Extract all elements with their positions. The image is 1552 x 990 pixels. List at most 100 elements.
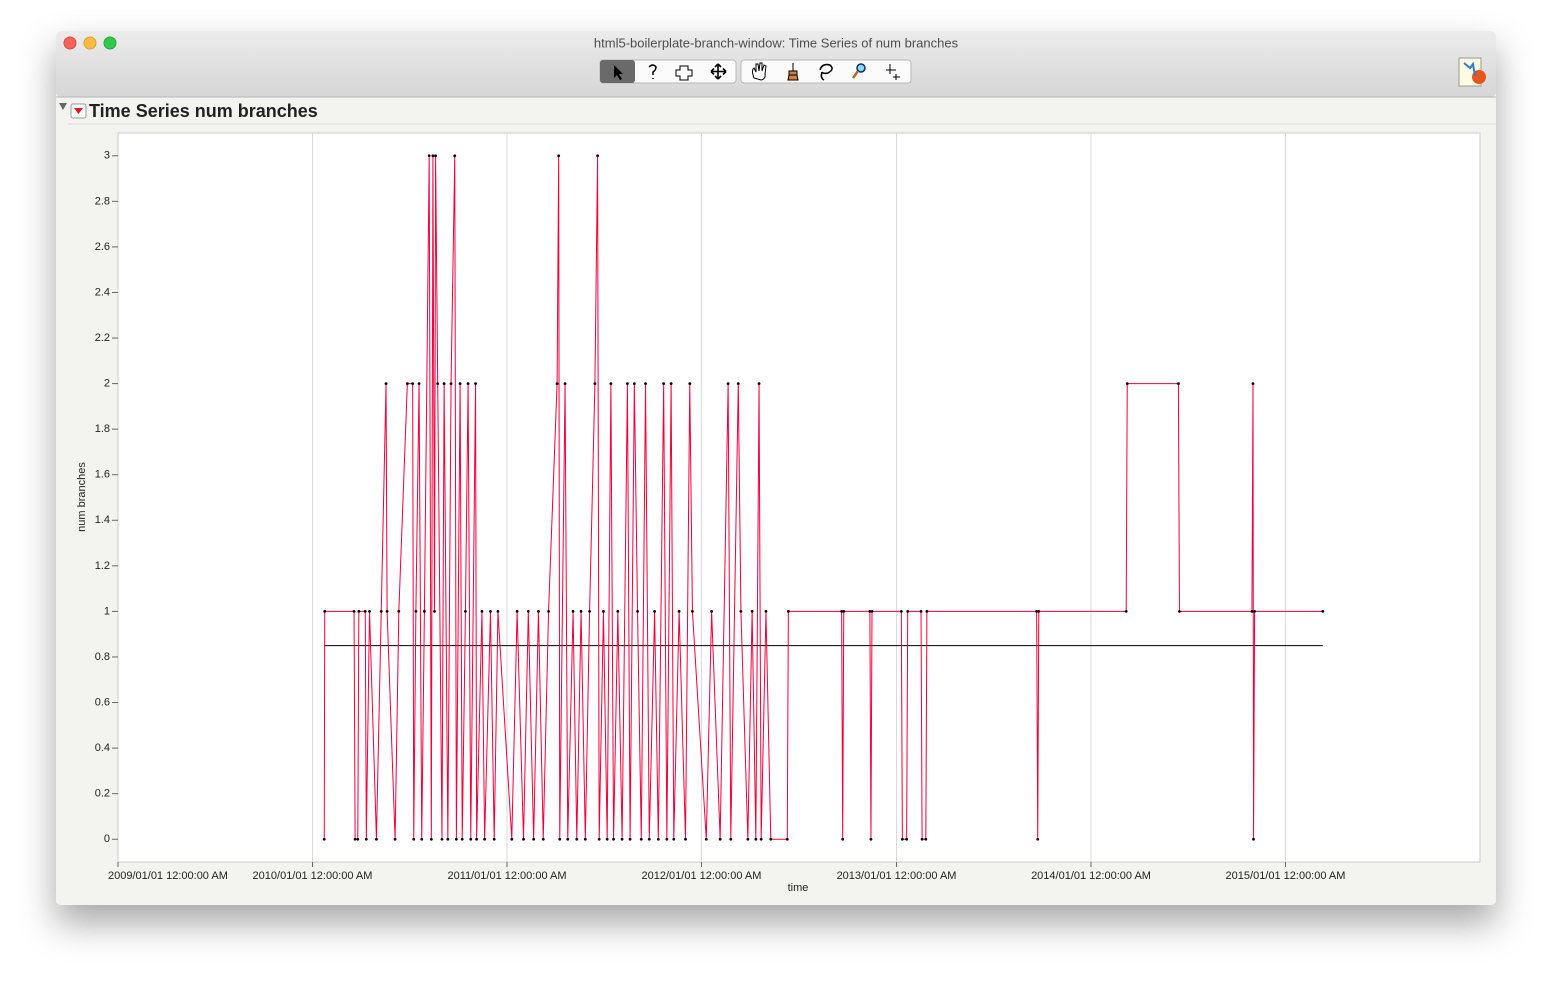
y-axis-label: num branches	[76, 462, 88, 532]
y-tick-label: 2	[104, 378, 110, 390]
y-tick-label: 3	[104, 150, 110, 162]
data-point	[644, 382, 647, 385]
data-point	[906, 610, 910, 613]
data-point	[579, 610, 583, 613]
data-point	[869, 837, 873, 841]
data-point	[620, 837, 624, 841]
magnifier-tool[interactable]	[856, 63, 866, 73]
data-point	[704, 837, 708, 841]
minimize-button[interactable]	[83, 36, 97, 50]
data-point	[710, 610, 714, 613]
data-point	[626, 382, 629, 385]
data-point	[653, 610, 656, 613]
data-point	[496, 610, 500, 613]
annotate-tool[interactable]	[886, 64, 900, 80]
data-point	[665, 837, 669, 841]
data-point	[628, 837, 632, 841]
data-point	[739, 610, 743, 613]
data-point	[900, 837, 904, 841]
data-point	[785, 837, 789, 841]
data-point	[555, 382, 559, 385]
jmp-home-icon[interactable]	[1458, 57, 1486, 87]
data-point	[474, 382, 477, 385]
data-point	[475, 837, 479, 841]
move-tool[interactable]	[710, 63, 727, 80]
data-point	[868, 610, 872, 613]
data-point	[454, 837, 458, 841]
y-tick-label: 2.2	[95, 332, 110, 344]
data-point	[684, 837, 687, 841]
data-point	[842, 610, 846, 613]
data-point	[609, 382, 613, 385]
data-point	[757, 382, 761, 385]
report-title: Time Series num branches	[89, 101, 318, 121]
data-point	[356, 837, 360, 841]
data-point	[363, 610, 367, 613]
data-point	[384, 382, 388, 385]
data-point	[736, 382, 740, 385]
data-point	[639, 837, 643, 841]
data-point	[397, 610, 401, 613]
data-point	[436, 382, 440, 385]
zoom-button[interactable]	[103, 36, 117, 50]
data-point	[431, 154, 435, 158]
data-point	[759, 837, 763, 841]
data-point	[541, 837, 545, 841]
x-axis-label: time	[788, 882, 809, 894]
toolbar	[599, 59, 912, 84]
data-point	[414, 610, 418, 613]
data-point	[375, 837, 378, 841]
data-point	[411, 382, 415, 385]
data-point	[769, 837, 773, 841]
data-point	[566, 837, 570, 841]
data-point	[440, 837, 444, 841]
data-point	[677, 610, 681, 613]
data-point	[588, 610, 591, 613]
data-point	[515, 610, 519, 613]
data-point	[1036, 837, 1040, 841]
lasso-tool[interactable]	[819, 63, 833, 81]
crosshair-tool[interactable]	[675, 65, 693, 81]
data-point	[526, 610, 530, 613]
data-point	[357, 610, 361, 613]
data-point	[597, 837, 601, 841]
data-point	[688, 382, 692, 385]
data-point	[662, 382, 666, 385]
x-tick-label: 2013/01/01 12:00:00 AM	[837, 870, 957, 882]
data-point	[464, 610, 467, 613]
data-point	[480, 610, 484, 613]
data-point	[672, 837, 676, 841]
y-tick-label: 0.6	[95, 696, 110, 708]
y-tick-label: 1	[104, 605, 110, 617]
x-tick-label: 2014/01/01 12:00:00 AM	[1031, 870, 1151, 882]
data-point	[442, 382, 446, 385]
data-point	[446, 837, 450, 841]
data-point	[669, 382, 673, 385]
x-tick-label: 2015/01/01 12:00:00 AM	[1226, 870, 1346, 882]
y-tick-label: 1.8	[95, 423, 110, 435]
data-point	[460, 837, 464, 841]
data-point	[429, 837, 433, 841]
help-tool[interactable]	[648, 64, 657, 79]
data-point	[379, 610, 383, 613]
disclosure-triangle[interactable]	[59, 103, 67, 110]
data-point	[364, 837, 368, 841]
brush-tool[interactable]	[787, 63, 799, 81]
data-point	[840, 610, 844, 613]
magnifier-handle	[851, 70, 860, 79]
data-point	[322, 837, 326, 841]
x-tick-label: 2011/01/01 12:00:00 AM	[447, 870, 566, 882]
data-point	[786, 610, 790, 613]
red-triangle	[74, 108, 83, 114]
data-point	[593, 382, 597, 385]
close-button[interactable]	[63, 36, 77, 50]
data-point	[417, 382, 421, 385]
data-point	[726, 382, 730, 385]
data-point	[605, 837, 609, 841]
hand-tool[interactable]	[752, 62, 767, 81]
data-point	[1037, 610, 1041, 613]
data-point	[636, 610, 639, 613]
y-tick-label: 0.4	[95, 742, 110, 754]
data-point	[729, 837, 733, 841]
